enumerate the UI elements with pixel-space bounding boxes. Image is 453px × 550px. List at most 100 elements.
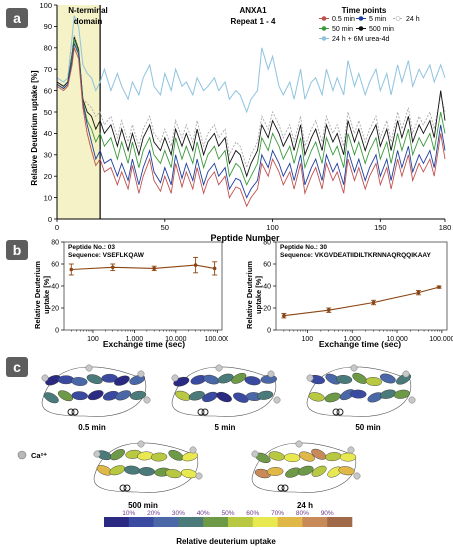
calcium-ion-icon xyxy=(353,472,361,480)
series-line-4 xyxy=(56,36,446,178)
backbone-loop xyxy=(251,442,357,493)
scale-tick-label: 60% xyxy=(246,510,259,517)
scale-tick-label: 30% xyxy=(172,510,185,517)
helix xyxy=(188,391,205,401)
scale-segment-3 xyxy=(178,517,204,527)
legend-label-3: 50 min xyxy=(332,26,353,33)
y-tick-label: 0 xyxy=(267,328,271,335)
calcium-ion-icon xyxy=(408,396,416,404)
x-axis-title: Peptide Number xyxy=(210,233,280,243)
structure-label-2: 50 min xyxy=(355,423,380,432)
data-point xyxy=(193,263,198,267)
x-tick-label: 180 xyxy=(439,223,452,232)
color-scale-ticks: 10% 20% 30% 40% 50% 60% 70% 80% 90% xyxy=(122,510,334,517)
x-tick-label: 100 xyxy=(266,223,279,232)
x-tick-label: 150 xyxy=(374,223,387,232)
helix-end xyxy=(281,484,289,492)
helix xyxy=(393,389,411,399)
data-point xyxy=(282,313,286,318)
scale-segment-5 xyxy=(228,517,254,527)
x-tick-label: 100.000 xyxy=(205,336,228,343)
helix xyxy=(115,390,132,401)
helix xyxy=(379,373,396,384)
x-tick-label: 10.000 xyxy=(165,336,187,343)
scale-tick-label: 20% xyxy=(147,510,160,517)
color-scale-bar xyxy=(104,517,353,527)
series-lines xyxy=(56,15,446,208)
y-tick-label: 10 xyxy=(44,193,52,202)
x-tick-label: 10.000 xyxy=(386,336,408,343)
y-tick-label: 30 xyxy=(44,151,52,160)
helix xyxy=(256,390,274,400)
helix xyxy=(339,452,357,462)
helix xyxy=(216,391,232,403)
calcium-ion-icon xyxy=(41,374,49,382)
calcium-ion-icon xyxy=(93,450,101,458)
scale-segment-4 xyxy=(203,517,229,527)
helix xyxy=(109,465,126,476)
data-point xyxy=(110,265,115,270)
y-tick-label: 40 xyxy=(44,129,52,138)
legend-marker-4 xyxy=(358,26,364,31)
legend-marker-5 xyxy=(321,36,327,41)
y-axis-title-line1: Relative Deuterium xyxy=(245,261,254,329)
helix xyxy=(352,372,368,384)
calcium-label: Ca²⁺ xyxy=(31,451,47,460)
calcium-ion-icon xyxy=(215,364,223,372)
helix xyxy=(110,449,125,461)
scale-tick-label: 50% xyxy=(221,510,234,517)
helix xyxy=(124,465,141,475)
x-tick-label: 1.000 xyxy=(343,336,361,343)
data-point xyxy=(326,308,331,312)
helix-end xyxy=(336,408,344,416)
helix xyxy=(150,452,168,462)
backbone-loop xyxy=(41,366,147,417)
helix xyxy=(87,390,104,401)
data-point xyxy=(152,266,156,271)
x-axis-title: Exchange time (sec) xyxy=(319,339,401,349)
series-line-3 xyxy=(56,39,446,186)
helix-end xyxy=(197,408,205,416)
legend: Time points 0.5 min 5 min 24 h 50 min 500 mi… xyxy=(319,6,420,43)
data-point xyxy=(416,290,421,295)
panel-a-line-chart: 0 10 20 30 40 50 60 70 80 90 100 0 50 100 150 180 N-ter… xyxy=(30,1,451,243)
calcium-ion-icon xyxy=(273,396,281,404)
panel-c-structures: Ca²⁺ 0.5 min 5 min 50 min 500 min 24 h 1… xyxy=(17,364,416,546)
helix xyxy=(350,389,367,399)
helix-end xyxy=(201,408,209,416)
panel-label-a: a xyxy=(6,8,28,28)
y-tick-label: 60 xyxy=(263,262,271,269)
y-tick-label: 0 xyxy=(48,215,52,224)
scale-tick-label: 70% xyxy=(271,510,284,517)
y-tick-label: 80 xyxy=(263,240,271,247)
calcium-ion-icon xyxy=(85,364,93,372)
y-tick-label: 100 xyxy=(39,1,52,10)
structure-label-1: 5 min xyxy=(215,423,236,432)
structure-label-4: 24 h xyxy=(297,501,313,510)
helix xyxy=(180,469,198,479)
axes: 0 20 40 60 80 100 1.000 10.000 100.000 xyxy=(263,240,453,343)
x-tick-label: 100 xyxy=(302,336,314,343)
backbone-loop xyxy=(171,366,277,417)
helix xyxy=(203,374,220,385)
helix xyxy=(297,465,314,476)
y-tick-label: 80 xyxy=(51,240,59,247)
scale-segment-6 xyxy=(252,517,278,527)
legend-marker-0 xyxy=(321,16,327,21)
legend-label-2: 24 h xyxy=(406,16,420,23)
chart-title-1: ANXA1 xyxy=(239,6,267,15)
axes: 0 10 20 30 40 50 60 70 80 90 100 0 50 100 150 180 xyxy=(39,1,451,232)
helix-end xyxy=(119,484,127,492)
helix xyxy=(283,453,301,463)
scale-tick-label: 10% xyxy=(122,510,135,517)
structure-3 xyxy=(93,440,203,493)
x-tick-label: 0 xyxy=(55,223,59,232)
legend-label-1: 5 min xyxy=(369,16,386,23)
axes: 0 20 40 60 80 100 1.000 10.000 100.000 xyxy=(51,240,228,343)
scale-segment-9 xyxy=(327,517,353,527)
n-terminal-region xyxy=(57,5,101,219)
y-tick-label: 60 xyxy=(51,262,59,269)
data-point xyxy=(437,285,441,289)
data-point xyxy=(69,267,74,272)
